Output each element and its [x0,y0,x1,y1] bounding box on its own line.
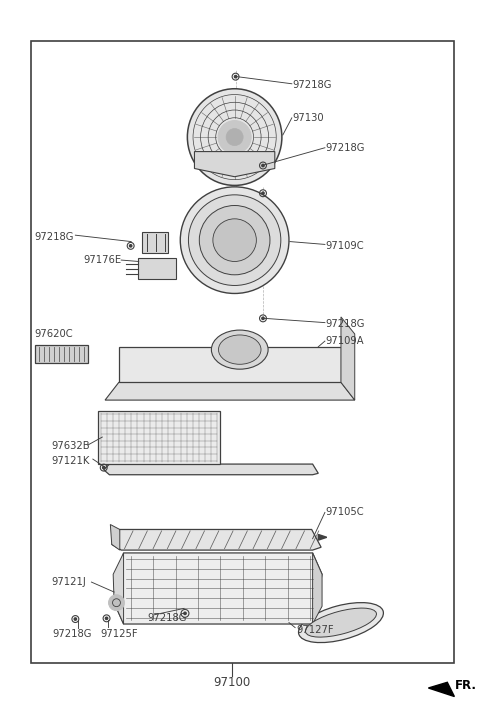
Text: 97218G: 97218G [326,143,365,153]
Text: 97218G: 97218G [293,80,332,90]
Circle shape [218,121,251,154]
Text: 97121J: 97121J [52,577,86,587]
Circle shape [108,595,124,611]
Polygon shape [113,553,123,624]
Ellipse shape [218,335,261,365]
Circle shape [106,617,108,619]
Ellipse shape [199,206,270,275]
Ellipse shape [211,330,268,369]
Bar [31,41,455,663]
Text: 97109C: 97109C [326,241,364,251]
Text: 97632B: 97632B [52,441,90,451]
Text: 97176E: 97176E [84,255,121,265]
Circle shape [262,165,264,167]
Bar [97,411,220,464]
Bar [35,345,88,362]
Polygon shape [318,534,327,540]
Circle shape [130,245,132,247]
Polygon shape [341,317,355,400]
Text: 97218G: 97218G [326,319,365,329]
Text: 97105C: 97105C [326,508,364,518]
Circle shape [262,317,264,320]
Text: 97125F: 97125F [100,629,138,639]
Ellipse shape [180,187,289,293]
Text: 97218G: 97218G [53,629,92,639]
Circle shape [184,612,186,614]
Polygon shape [104,464,318,475]
Circle shape [74,618,76,620]
Text: 97620C: 97620C [35,329,73,339]
Ellipse shape [213,219,256,261]
Polygon shape [112,529,321,550]
Ellipse shape [189,195,281,285]
Text: FR.: FR. [455,679,476,692]
Circle shape [234,76,237,78]
Text: 97109A: 97109A [326,336,364,346]
Polygon shape [428,682,455,697]
Polygon shape [143,232,168,253]
Bar [119,347,341,383]
Bar [138,258,176,279]
Circle shape [262,192,264,194]
Polygon shape [105,383,355,400]
Circle shape [103,466,105,469]
Ellipse shape [187,89,282,186]
Text: 97127F: 97127F [296,625,334,635]
Text: 97130: 97130 [293,113,324,123]
Ellipse shape [299,603,384,643]
Polygon shape [312,553,322,624]
Text: 97218G: 97218G [35,232,74,242]
Polygon shape [194,152,275,177]
Ellipse shape [305,608,376,637]
Polygon shape [114,553,322,624]
Circle shape [226,129,243,146]
Polygon shape [110,524,120,550]
Text: 97121K: 97121K [52,456,90,466]
Text: 97218G: 97218G [147,613,187,623]
Text: 97100: 97100 [214,676,251,689]
